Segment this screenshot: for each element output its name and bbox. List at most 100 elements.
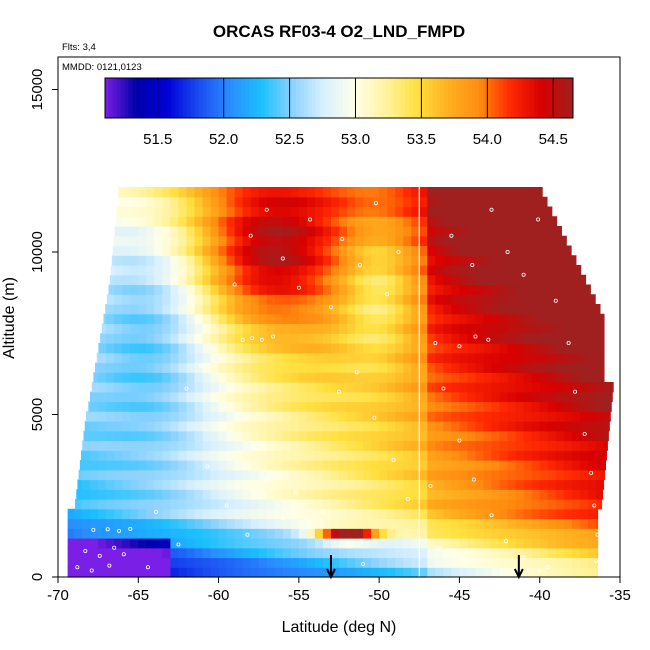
- heatmap-cell: [387, 557, 396, 568]
- heatmap-cell: [547, 440, 557, 451]
- heatmap-cell: [114, 226, 123, 237]
- heatmap-cell: [274, 333, 284, 344]
- heatmap-cell: [427, 216, 436, 227]
- heatmap-cell: [403, 538, 412, 549]
- heatmap-cell: [363, 255, 372, 266]
- heatmap-cell: [290, 304, 300, 315]
- heatmap-cell: [178, 313, 188, 325]
- heatmap-cell: [210, 489, 220, 500]
- heatmap-cell: [371, 304, 380, 315]
- heatmap-cell: [242, 372, 252, 383]
- colorbar-swatch: [537, 78, 543, 118]
- heatmap-cell: [539, 401, 549, 412]
- heatmap-cell: [371, 216, 380, 227]
- heatmap-cell: [403, 528, 412, 539]
- heatmap-cell: [266, 557, 276, 568]
- heatmap-cell: [555, 235, 565, 247]
- heatmap-cell: [186, 323, 196, 334]
- heatmap-cell: [146, 313, 155, 325]
- heatmap-cell: [339, 440, 348, 451]
- heatmap-cell: [170, 489, 180, 500]
- colorbar-swatch: [183, 78, 188, 118]
- heatmap-cell: [371, 255, 380, 266]
- heatmap-cell: [563, 372, 573, 383]
- heatmap-cell: [523, 538, 533, 549]
- heatmap-cell: [290, 362, 300, 373]
- heatmap-cell: [154, 518, 163, 529]
- heatmap-cell: [355, 382, 364, 393]
- heatmap-cell: [130, 518, 139, 529]
- heatmap-cell: [266, 489, 276, 500]
- heatmap-cell: [194, 206, 204, 217]
- heatmap-cell: [491, 382, 501, 393]
- heatmap-cell: [531, 401, 541, 412]
- heatmap-cell: [571, 352, 581, 364]
- sample-point: [391, 457, 396, 462]
- heatmap-cell: [186, 294, 196, 305]
- heatmap-cell: [218, 343, 228, 354]
- heatmap-cell: [90, 411, 99, 422]
- heatmap-cell: [371, 391, 380, 403]
- heatmap-cell: [499, 547, 509, 559]
- heatmap-cell: [419, 469, 428, 481]
- heatmap-cell: [539, 450, 549, 461]
- heatmap-cell: [371, 547, 380, 559]
- heatmap-cell: [178, 235, 188, 247]
- colorbar-swatch: [553, 78, 558, 118]
- colorbar-swatch: [440, 78, 445, 118]
- heatmap-cell: [306, 196, 316, 208]
- heatmap-cell: [467, 372, 477, 383]
- heatmap-cell: [475, 450, 485, 461]
- heatmap-cell: [467, 274, 477, 286]
- heatmap-cell: [451, 313, 461, 325]
- heatmap-cell: [507, 391, 517, 403]
- heatmap-cell: [587, 304, 597, 315]
- heatmap-cell: [411, 547, 420, 559]
- heatmap-cell: [395, 265, 404, 276]
- heatmap-cell: [226, 196, 236, 208]
- heatmap-cell: [435, 557, 444, 568]
- heatmap-cell: [202, 469, 212, 481]
- heatmap-cell: [170, 557, 180, 568]
- heatmap-cell: [427, 352, 436, 364]
- heatmap-cell: [339, 421, 348, 432]
- sample-point: [489, 207, 494, 212]
- heatmap-cell: [491, 508, 501, 520]
- heatmap-cell: [459, 362, 469, 373]
- heatmap-cell: [194, 538, 204, 549]
- heatmap-cell: [411, 313, 420, 325]
- heatmap-cell: [595, 508, 599, 520]
- heatmap-cell: [387, 391, 396, 403]
- colorbar-swatch: [253, 78, 258, 118]
- heatmap-cell: [603, 460, 606, 471]
- heatmap-cell: [258, 274, 268, 286]
- heatmap-cell: [282, 362, 292, 373]
- heatmap-cell: [218, 421, 228, 432]
- sample-point: [593, 558, 598, 563]
- heatmap-cell: [563, 382, 573, 393]
- heatmap-cell: [138, 382, 147, 393]
- heatmap-cell: [162, 499, 171, 510]
- heatmap-cell: [403, 479, 412, 490]
- heatmap-cell: [379, 382, 388, 393]
- heatmap-cell: [274, 196, 284, 208]
- heatmap-cell: [571, 284, 581, 295]
- heatmap-cell: [547, 245, 557, 256]
- heatmap-cell: [427, 518, 436, 529]
- heatmap-cell: [419, 187, 428, 198]
- heatmap-cell: [547, 528, 557, 539]
- heatmap-cell: [531, 567, 541, 578]
- heatmap-cell: [98, 547, 107, 559]
- heatmap-cell: [74, 528, 83, 539]
- heatmap-cell: [339, 508, 348, 520]
- heatmap-cell: [210, 362, 220, 373]
- heatmap-cell: [186, 508, 196, 520]
- heatmap-cell: [435, 226, 444, 237]
- heatmap-cell: [210, 245, 220, 256]
- heatmap-cell: [154, 323, 163, 334]
- x-axis-label: Latitude (deg N): [282, 619, 397, 636]
- heatmap-cell: [122, 421, 131, 432]
- heatmap-cell: [105, 304, 107, 315]
- heatmap-cell: [499, 567, 509, 578]
- heatmap-cell: [531, 216, 541, 227]
